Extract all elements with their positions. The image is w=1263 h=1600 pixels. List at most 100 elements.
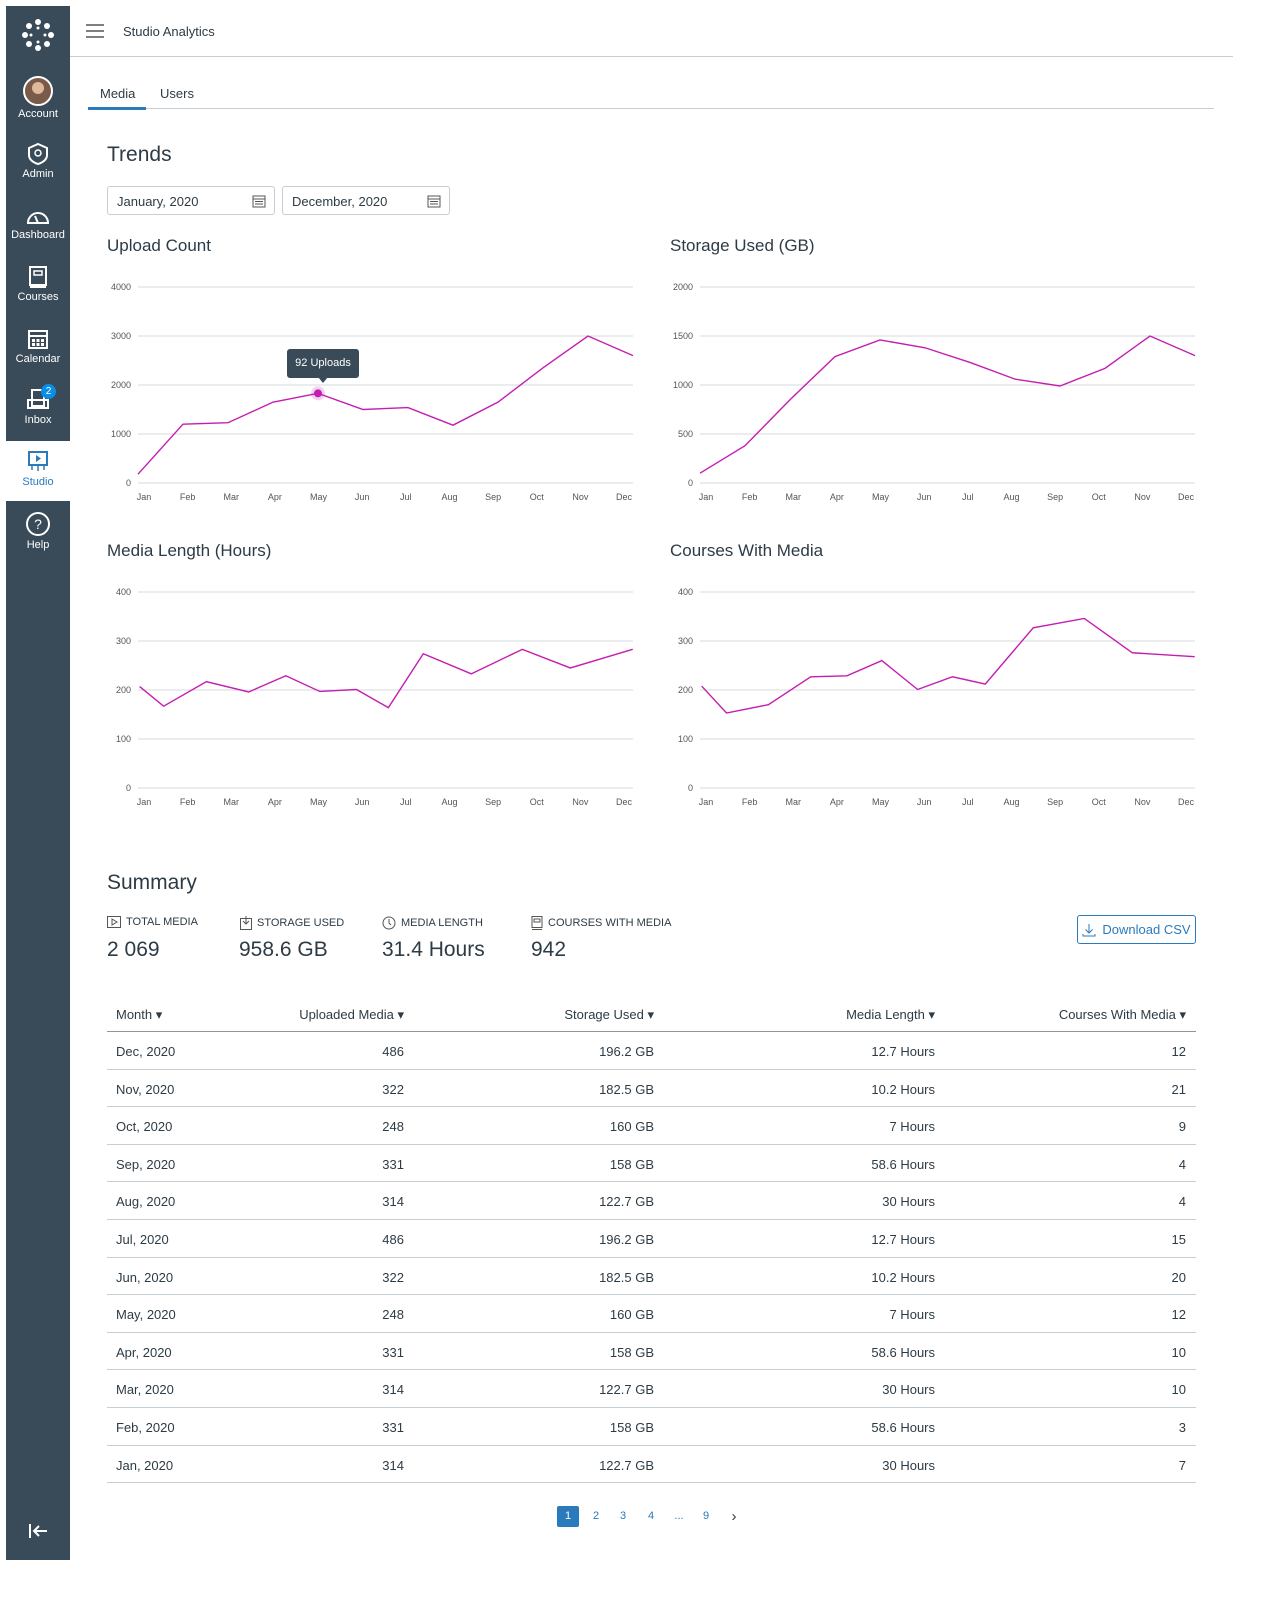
data-point[interactable]	[831, 353, 839, 361]
data-point[interactable]	[245, 688, 253, 696]
hamburger-menu-icon[interactable]	[86, 24, 104, 38]
data-point[interactable]	[134, 470, 142, 478]
data-point[interactable]	[876, 336, 884, 344]
data-point[interactable]	[1191, 352, 1199, 360]
nav-courses[interactable]: Courses	[6, 265, 70, 303]
page-button[interactable]: 2	[592, 1510, 600, 1522]
data-point[interactable]	[353, 686, 361, 694]
collapse-nav-button[interactable]	[6, 1522, 70, 1542]
data-point[interactable]	[1146, 332, 1154, 340]
sort-month-header[interactable]: Month ▾	[116, 1007, 163, 1022]
data-point[interactable]	[843, 672, 851, 680]
download-csv-button[interactable]: Download CSV	[1077, 915, 1196, 944]
data-point[interactable]	[1080, 614, 1088, 622]
x-tick-label: Aug	[1003, 797, 1019, 807]
start-date-input[interactable]: January, 2020	[107, 186, 275, 215]
nav-label: Courses	[17, 291, 59, 303]
data-point[interactable]	[723, 709, 731, 717]
x-tick-label: Jul	[962, 492, 974, 502]
data-point[interactable]	[467, 670, 475, 678]
data-point[interactable]	[878, 657, 886, 665]
data-point[interactable]	[807, 673, 815, 681]
data-point[interactable]	[384, 704, 392, 712]
data-point[interactable]	[786, 396, 794, 404]
sort-length-header[interactable]: Media Length ▾	[846, 1007, 935, 1022]
x-tick-label: May	[872, 797, 890, 807]
nav-calendar[interactable]: Calendar	[6, 327, 70, 365]
table-cell: Jul, 2020	[116, 1231, 169, 1247]
calendar-icon[interactable]	[252, 194, 266, 208]
nav-studio[interactable]: Studio	[6, 441, 70, 501]
data-point[interactable]	[316, 687, 324, 695]
logo[interactable]	[6, 18, 70, 54]
data-point[interactable]	[629, 352, 637, 360]
data-point[interactable]	[1101, 364, 1109, 372]
stat-label-text: COURSES WITH MEDIA	[548, 917, 672, 929]
data-point[interactable]	[202, 678, 210, 686]
page-button[interactable]: 3	[619, 1510, 627, 1522]
data-point[interactable]	[1191, 653, 1199, 661]
course-icon	[531, 916, 543, 930]
data-point[interactable]	[1011, 375, 1019, 383]
data-point[interactable]	[698, 682, 706, 690]
global-nav	[6, 6, 70, 1560]
data-point[interactable]	[696, 469, 704, 477]
data-point[interactable]	[518, 645, 526, 653]
active-tab-indicator	[88, 107, 146, 110]
table-cell: 158 GB	[609, 1419, 654, 1435]
data-point[interactable]	[966, 358, 974, 366]
highlighted-point[interactable]	[314, 389, 322, 398]
stat-media-length-value: 31.4 Hours	[382, 938, 485, 961]
x-tick-label: Nov	[1134, 492, 1151, 502]
data-point[interactable]	[179, 420, 187, 428]
table-cell: Aug, 2020	[116, 1194, 176, 1210]
sort-storage-header[interactable]: Storage Used ▾	[564, 1007, 654, 1022]
nav-admin[interactable]: Admin	[6, 142, 70, 180]
sort-courses-header[interactable]: Courses With Media ▾	[1058, 1007, 1186, 1022]
tab-media[interactable]: Media	[100, 86, 136, 101]
data-point[interactable]	[584, 332, 592, 340]
data-point[interactable]	[764, 701, 772, 709]
nav-account[interactable]: Account	[6, 76, 70, 120]
data-point[interactable]	[404, 404, 412, 412]
data-point[interactable]	[566, 664, 574, 672]
end-date-input[interactable]: December, 2020	[282, 186, 450, 215]
data-point[interactable]	[1128, 649, 1136, 657]
data-point[interactable]	[359, 406, 367, 414]
nav-inbox[interactable]: 2 Inbox	[6, 384, 70, 426]
x-tick-label: Apr	[268, 492, 282, 502]
data-point[interactable]	[539, 364, 547, 372]
x-tick-label: Mar	[224, 797, 240, 807]
data-point[interactable]	[136, 683, 144, 691]
data-point[interactable]	[269, 398, 277, 406]
y-tick-label: 0	[126, 478, 131, 488]
sort-uploaded-header[interactable]: Uploaded Media ▾	[299, 1007, 404, 1022]
data-point[interactable]	[1056, 382, 1064, 390]
calendar-icon[interactable]	[427, 194, 441, 208]
next-page-button[interactable]: ›	[731, 1508, 737, 1525]
stat-courses-value: 942	[531, 938, 567, 961]
data-point[interactable]	[949, 673, 957, 681]
data-point[interactable]	[449, 421, 457, 429]
y-tick-label: 1000	[111, 429, 131, 439]
page-button[interactable]: 4	[647, 1510, 655, 1522]
nav-help[interactable]: ? Help	[6, 511, 70, 551]
tooltip-arrow	[318, 377, 328, 383]
data-point[interactable]	[224, 419, 232, 427]
data-point[interactable]	[494, 398, 502, 406]
data-point[interactable]	[629, 645, 637, 653]
data-point[interactable]	[160, 702, 168, 710]
data-point[interactable]	[282, 672, 290, 680]
data-point[interactable]	[1029, 624, 1037, 632]
data-point[interactable]	[419, 650, 427, 658]
nav-dashboard[interactable]: Dashboard	[6, 205, 70, 241]
data-point[interactable]	[914, 686, 922, 694]
data-point[interactable]	[921, 344, 929, 352]
page-button[interactable]: 9	[702, 1510, 710, 1522]
page-button[interactable]: 1	[557, 1506, 579, 1527]
data-point[interactable]	[741, 442, 749, 450]
trends-heading: Trends	[107, 143, 172, 166]
tab-users[interactable]: Users	[160, 86, 194, 101]
x-tick-label: Jan	[699, 797, 714, 807]
data-point[interactable]	[981, 680, 989, 688]
